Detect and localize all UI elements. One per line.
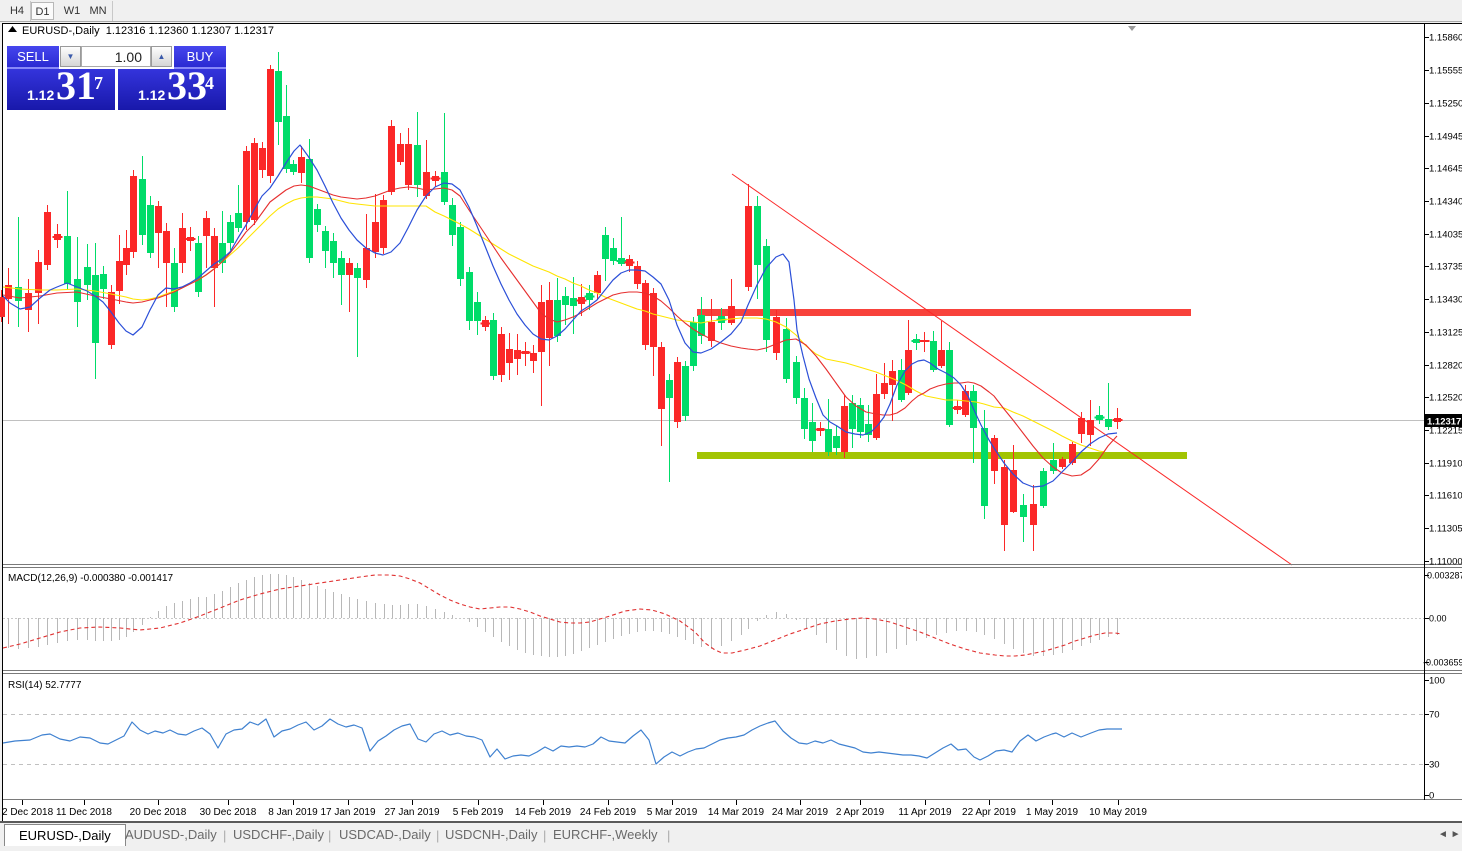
svg-text:1.14945: 1.14945 [1429, 132, 1462, 143]
svg-text:1.11910: 1.11910 [1429, 459, 1462, 470]
svg-text:5 Feb 2019: 5 Feb 2019 [453, 807, 504, 818]
svg-text:17 Jan 2019: 17 Jan 2019 [320, 807, 375, 818]
svg-text:20 Dec 2018: 20 Dec 2018 [130, 807, 187, 818]
svg-text:1.12215: 1.12215 [1429, 426, 1462, 437]
svg-text:1.12317: 1.12317 [1427, 417, 1461, 428]
svg-text:1.13430: 1.13430 [1429, 295, 1462, 306]
svg-text:EURUSD-,Daily 1.12316 1.12360: EURUSD-,Daily 1.12316 1.12360 1.12307 1.… [22, 25, 274, 37]
svg-text:-0.003659: -0.003659 [1423, 658, 1462, 668]
svg-text:1 May 2019: 1 May 2019 [1026, 807, 1079, 818]
svg-text:1.14645: 1.14645 [1429, 164, 1462, 175]
svg-text:0.00: 0.00 [1429, 614, 1447, 624]
svg-text:30: 30 [1429, 760, 1440, 771]
svg-text:11 Dec 2018: 11 Dec 2018 [56, 807, 112, 818]
svg-text:0: 0 [1429, 791, 1434, 802]
svg-text:10 May 2019: 10 May 2019 [1089, 807, 1147, 818]
svg-text:24 Mar 2019: 24 Mar 2019 [772, 807, 829, 818]
svg-text:1.12520: 1.12520 [1429, 393, 1462, 404]
svg-text:5 Mar 2019: 5 Mar 2019 [647, 807, 698, 818]
svg-text:11 Apr 2019: 11 Apr 2019 [898, 807, 952, 818]
svg-text:1.15860: 1.15860 [1429, 33, 1462, 44]
svg-text:1.13735: 1.13735 [1429, 262, 1462, 273]
svg-text:1.14035: 1.14035 [1429, 230, 1462, 241]
svg-text:0.003287: 0.003287 [1427, 571, 1462, 581]
svg-text:1.14340: 1.14340 [1429, 197, 1462, 208]
svg-text:1.13125: 1.13125 [1429, 328, 1462, 339]
svg-text:70: 70 [1429, 710, 1440, 721]
svg-text:30 Dec 2018: 30 Dec 2018 [200, 807, 257, 818]
svg-text:27 Jan 2019: 27 Jan 2019 [384, 807, 439, 818]
svg-text:100: 100 [1429, 676, 1445, 687]
svg-text:1.12820: 1.12820 [1429, 361, 1462, 372]
svg-text:MACD(12,26,9) -0.000380 -0.001: MACD(12,26,9) -0.000380 -0.001417 [8, 573, 174, 584]
svg-text:1.11610: 1.11610 [1429, 491, 1462, 502]
svg-text:1.11000: 1.11000 [1429, 557, 1462, 568]
svg-text:RSI(14) 52.7777: RSI(14) 52.7777 [8, 680, 82, 691]
svg-text:2 Dec 2018: 2 Dec 2018 [2, 807, 54, 818]
svg-text:1.11305: 1.11305 [1429, 524, 1462, 535]
svg-text:2 Apr 2019: 2 Apr 2019 [836, 807, 885, 818]
svg-text:14 Mar 2019: 14 Mar 2019 [708, 807, 765, 818]
svg-text:24 Feb 2019: 24 Feb 2019 [580, 807, 637, 818]
svg-text:8 Jan 2019: 8 Jan 2019 [268, 807, 318, 818]
svg-text:14 Feb 2019: 14 Feb 2019 [515, 807, 572, 818]
svg-text:1.15555: 1.15555 [1429, 66, 1462, 77]
svg-text:1.15250: 1.15250 [1429, 99, 1462, 110]
svg-text:22 Apr 2019: 22 Apr 2019 [962, 807, 1016, 818]
